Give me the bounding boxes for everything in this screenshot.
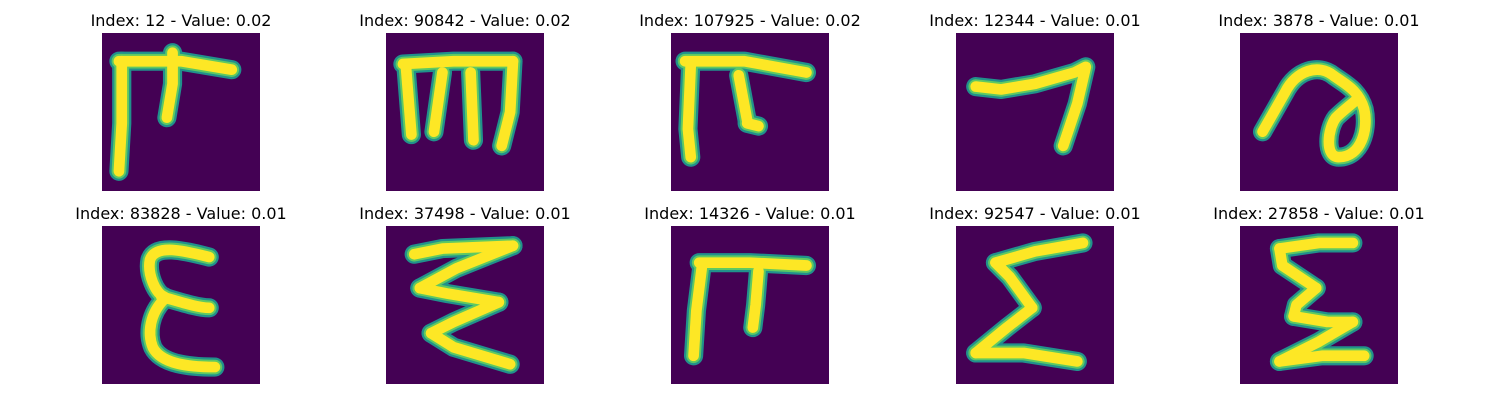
stroke-core [425, 296, 505, 339]
panel-5: Index: 3878 - Value: 0.01 [1189, 10, 1449, 200]
digit-image [956, 226, 1114, 384]
digit-image [386, 226, 544, 384]
stroke-core [1274, 237, 1359, 254]
panel-7: Index: 37498 - Value: 0.01 [335, 203, 595, 393]
stroke-core [144, 293, 221, 373]
stroke-core [970, 347, 1083, 367]
image-background [956, 33, 1114, 191]
panel-title: Index: 3878 - Value: 0.01 [1218, 11, 1420, 30]
stroke-core [1257, 64, 1371, 163]
digit-image [671, 33, 829, 191]
stroke-core [428, 67, 448, 138]
digit-image [1240, 33, 1398, 191]
digit-image [102, 226, 260, 384]
panel-title: Index: 90842 - Value: 0.02 [359, 11, 571, 30]
panel-2: Index: 90842 - Value: 0.02 [335, 10, 595, 200]
stroke-core [465, 67, 479, 146]
panel-title: Index: 27858 - Value: 0.01 [1213, 204, 1425, 223]
stroke-core [113, 55, 238, 76]
panel-title: Index: 37498 - Value: 0.01 [359, 204, 571, 223]
panel-title: Index: 14326 - Value: 0.01 [644, 204, 856, 223]
panel-6: Index: 83828 - Value: 0.01 [51, 203, 311, 393]
stroke-core [733, 69, 753, 126]
stroke-core [414, 282, 505, 308]
digit-image [956, 33, 1114, 191]
panel-1: Index: 12 - Value: 0.02 [51, 10, 311, 200]
digit-image [102, 33, 260, 191]
stroke-core [414, 240, 519, 294]
panel-title: Index: 12344 - Value: 0.01 [929, 11, 1141, 30]
panel-4: Index: 12344 - Value: 0.01 [905, 10, 1165, 200]
stroke-core [408, 240, 519, 260]
panel-10: Index: 27858 - Value: 0.01 [1189, 203, 1449, 393]
stroke-core [425, 327, 516, 370]
stroke-core [688, 260, 708, 362]
stroke-core [496, 55, 519, 152]
stroke-core [741, 117, 764, 132]
stroke-core [990, 257, 1038, 314]
stroke-core [682, 58, 697, 163]
digit-image [386, 33, 544, 191]
panel-title: Index: 12 - Value: 0.02 [90, 11, 272, 30]
stroke-core [990, 237, 1089, 269]
stroke-core [1274, 243, 1322, 294]
stroke-core [970, 61, 1092, 152]
digit-image [671, 226, 829, 384]
stroke-core [113, 55, 128, 177]
digit-image [1240, 226, 1398, 384]
stroke-core [679, 55, 812, 78]
panel-title: Index: 107925 - Value: 0.02 [639, 11, 861, 30]
stroke-core [970, 302, 1038, 359]
panel-8: Index: 14326 - Value: 0.01 [620, 203, 880, 393]
panel-title: Index: 92547 - Value: 0.01 [929, 204, 1141, 223]
panel-9: Index: 92547 - Value: 0.01 [905, 203, 1165, 393]
stroke-core [1274, 350, 1370, 367]
stroke-core [400, 58, 417, 140]
stroke-core [161, 47, 178, 124]
stroke-core [747, 265, 764, 333]
stroke-core [693, 257, 812, 271]
panel-3: Index: 107925 - Value: 0.02 [620, 10, 880, 200]
stroke-core [397, 55, 519, 70]
panel-title: Index: 83828 - Value: 0.01 [75, 204, 287, 223]
stroke-core [144, 244, 215, 302]
